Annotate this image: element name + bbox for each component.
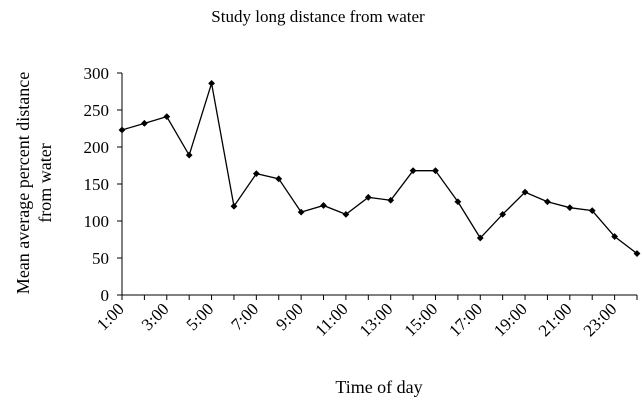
y-tick-label: 200	[84, 138, 110, 157]
data-point	[252, 170, 260, 178]
y-axis-label: Mean average percent distance from water	[13, 72, 55, 294]
data-point	[499, 210, 507, 218]
x-tick-label: 17:00	[445, 299, 486, 340]
series-group	[118, 79, 641, 257]
data-point	[633, 250, 641, 257]
y-tick-label: 0	[101, 286, 110, 305]
y-tick-label: 100	[84, 212, 110, 231]
y-tick-label: 250	[84, 101, 110, 120]
data-point	[163, 113, 171, 121]
data-point	[544, 198, 551, 206]
data-point	[297, 208, 305, 216]
chart-title: Study long distance from water	[211, 7, 425, 26]
data-point	[118, 126, 126, 134]
y-tick-label: 300	[84, 64, 110, 83]
x-tick-label: 3:00	[138, 299, 173, 334]
data-point	[588, 207, 596, 215]
data-point	[566, 204, 574, 212]
x-tick-label: 7:00	[227, 299, 262, 334]
data-point	[409, 167, 417, 175]
x-tick-label: 23:00	[580, 299, 621, 340]
x-tick-label: 11:00	[311, 299, 351, 339]
data-point	[521, 188, 529, 196]
x-tick-label: 15:00	[400, 299, 441, 340]
data-point	[320, 202, 327, 209]
x-ticks: 1:00 3:00 5:00 7:00 9:00 11:00 13:00 15:00 17:00…	[93, 295, 638, 340]
x-tick-label: 13:00	[356, 299, 397, 340]
y-tick-label: 50	[92, 249, 109, 268]
data-point	[230, 202, 238, 210]
y-axis-label-line-1: Mean average percent distance	[13, 72, 33, 294]
data-point	[364, 193, 372, 201]
series-line	[121, 83, 638, 255]
data-point	[342, 210, 350, 218]
data-point	[432, 167, 439, 175]
y-tick-label: 150	[84, 175, 110, 194]
data-point	[275, 175, 283, 183]
x-tick-label: 9:00	[272, 299, 307, 334]
y-axis-label-line-2: from water	[35, 143, 55, 222]
data-point	[387, 196, 395, 204]
data-point	[611, 233, 619, 240]
data-point	[454, 198, 462, 206]
data-point	[185, 151, 193, 159]
x-tick-label: 21:00	[535, 299, 576, 340]
data-point	[208, 79, 215, 87]
data-point	[476, 234, 484, 242]
y-ticks: 0 50 100 150 200 250 300	[84, 64, 122, 305]
x-axis-label: Time of day	[335, 377, 422, 397]
x-tick-label: 5:00	[183, 299, 218, 334]
x-tick-label: 19:00	[490, 299, 531, 340]
data-point	[140, 119, 148, 127]
x-tick-label: 1:00	[93, 299, 128, 334]
